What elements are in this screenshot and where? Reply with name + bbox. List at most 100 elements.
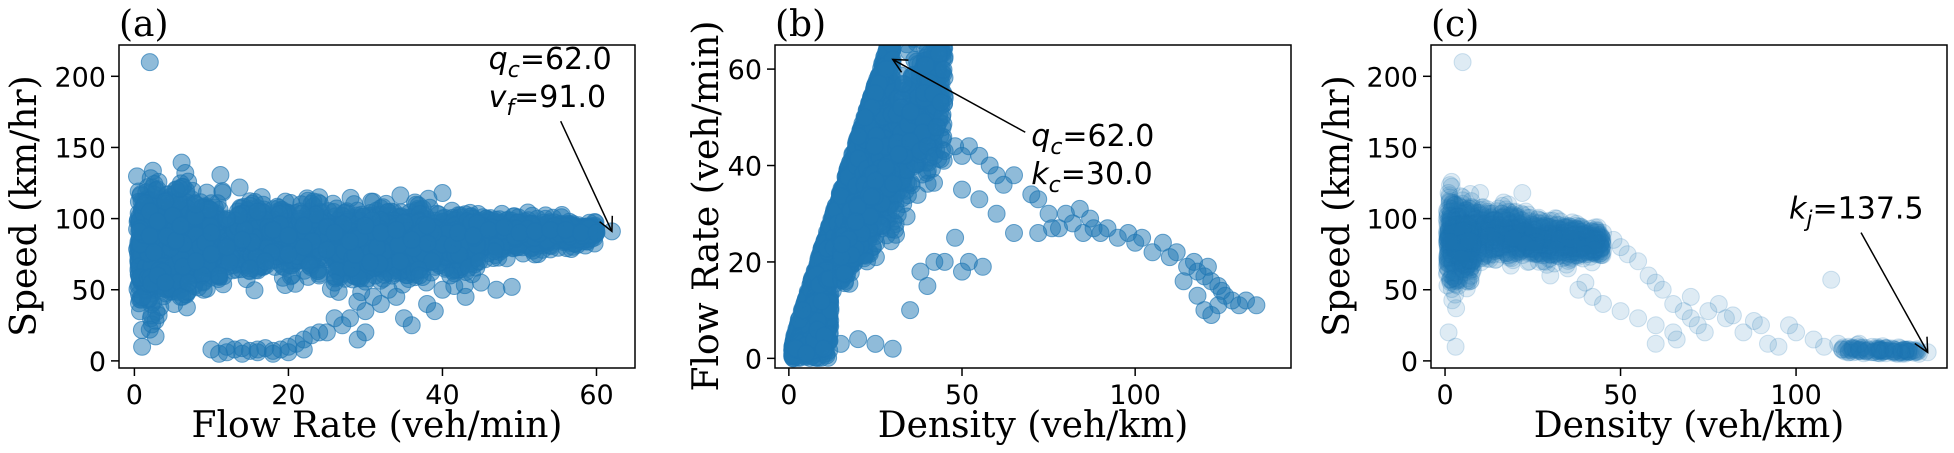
panel-label-a: (a)	[119, 4, 169, 45]
data-point	[279, 226, 298, 245]
data-point	[140, 226, 159, 245]
data-point	[187, 252, 205, 271]
data-point	[172, 153, 191, 172]
data-point	[171, 287, 190, 306]
data-point	[425, 302, 444, 321]
data-point	[341, 188, 360, 207]
data-point	[248, 202, 267, 221]
data-point	[140, 320, 159, 339]
data-point	[264, 221, 282, 239]
data-point	[179, 273, 198, 292]
data-point	[441, 266, 460, 285]
data-point	[248, 340, 267, 359]
data-point	[487, 280, 506, 299]
data-point	[887, 45, 896, 46]
data-point	[217, 337, 236, 356]
y-tick: 100	[54, 205, 119, 236]
data-point	[294, 238, 313, 257]
x-tick-label: 60	[579, 380, 613, 411]
annotation-arrowhead	[599, 215, 614, 233]
annotation-arrow	[559, 120, 613, 232]
y-tick-label: 50	[72, 276, 106, 307]
annotation-a: qc=62.0vf=91.0	[489, 42, 614, 233]
data-point	[170, 179, 189, 198]
data-point	[883, 27, 900, 44]
data-point	[233, 230, 252, 249]
x-tick: 0	[126, 368, 143, 411]
data-point	[572, 223, 591, 242]
axes-frame-a	[118, 44, 636, 369]
data-point	[495, 218, 514, 237]
y-axis-label-a: Speed (km/hr)	[4, 75, 45, 336]
y-tick: 50	[72, 276, 119, 307]
data-point	[418, 216, 437, 235]
x-tick-label: 0	[126, 380, 143, 411]
data-point	[587, 223, 606, 242]
data-point	[422, 252, 441, 271]
data-point	[402, 316, 421, 335]
y-tick: 150	[54, 133, 119, 164]
scatter-points-a	[128, 53, 621, 363]
x-tick: 40	[425, 368, 460, 411]
data-point	[156, 273, 175, 292]
data-point	[264, 341, 282, 360]
data-point	[194, 280, 213, 299]
data-point	[556, 221, 575, 239]
y-tick-label: 100	[54, 205, 106, 236]
data-point	[433, 280, 452, 299]
data-point	[211, 166, 230, 184]
data-point	[464, 226, 483, 245]
data-point	[220, 252, 239, 271]
data-point	[341, 232, 359, 251]
data-point	[245, 281, 264, 300]
data-point	[233, 339, 252, 358]
y-tick-label: 0	[89, 347, 106, 378]
data-point	[240, 259, 259, 278]
y-tick: 0	[89, 347, 119, 378]
data-point	[133, 337, 152, 356]
annotation-text: vf=91.0	[489, 80, 606, 121]
data-point	[310, 188, 329, 207]
data-point	[448, 223, 467, 242]
data-point	[230, 178, 249, 197]
annotation-text: qc=62.0	[489, 42, 612, 83]
data-point	[294, 340, 313, 359]
data-point	[886, 45, 896, 47]
panel-label-b: (b)	[775, 4, 826, 45]
data-point	[402, 230, 421, 249]
data-point	[356, 216, 375, 235]
data-point	[502, 277, 521, 296]
data-point	[361, 253, 379, 272]
data-point	[140, 53, 159, 72]
data-point	[510, 223, 529, 242]
data-point	[391, 252, 410, 271]
data-point	[371, 223, 390, 242]
data-point	[364, 287, 383, 306]
data-point	[327, 199, 346, 218]
x-tick-label: 20	[271, 380, 305, 411]
data-point	[885, 45, 898, 48]
data-point	[317, 240, 336, 259]
data-point	[348, 330, 367, 349]
data-point	[356, 302, 375, 321]
data-point	[433, 184, 452, 202]
data-point	[418, 234, 437, 253]
data-point	[217, 209, 236, 228]
data-point	[541, 221, 560, 239]
data-point	[310, 266, 329, 285]
data-point	[202, 223, 221, 242]
x-ticks-a: 0 20 40 60	[126, 368, 614, 411]
data-point	[156, 192, 175, 211]
data-point	[525, 222, 544, 241]
data-point	[387, 287, 406, 306]
data-point	[256, 252, 275, 271]
data-point	[470, 252, 489, 271]
data-point	[294, 216, 313, 235]
data-point	[391, 186, 410, 205]
data-point	[217, 238, 236, 257]
y-tick: 200	[54, 62, 119, 93]
data-point	[145, 243, 163, 262]
data-point	[210, 266, 229, 285]
